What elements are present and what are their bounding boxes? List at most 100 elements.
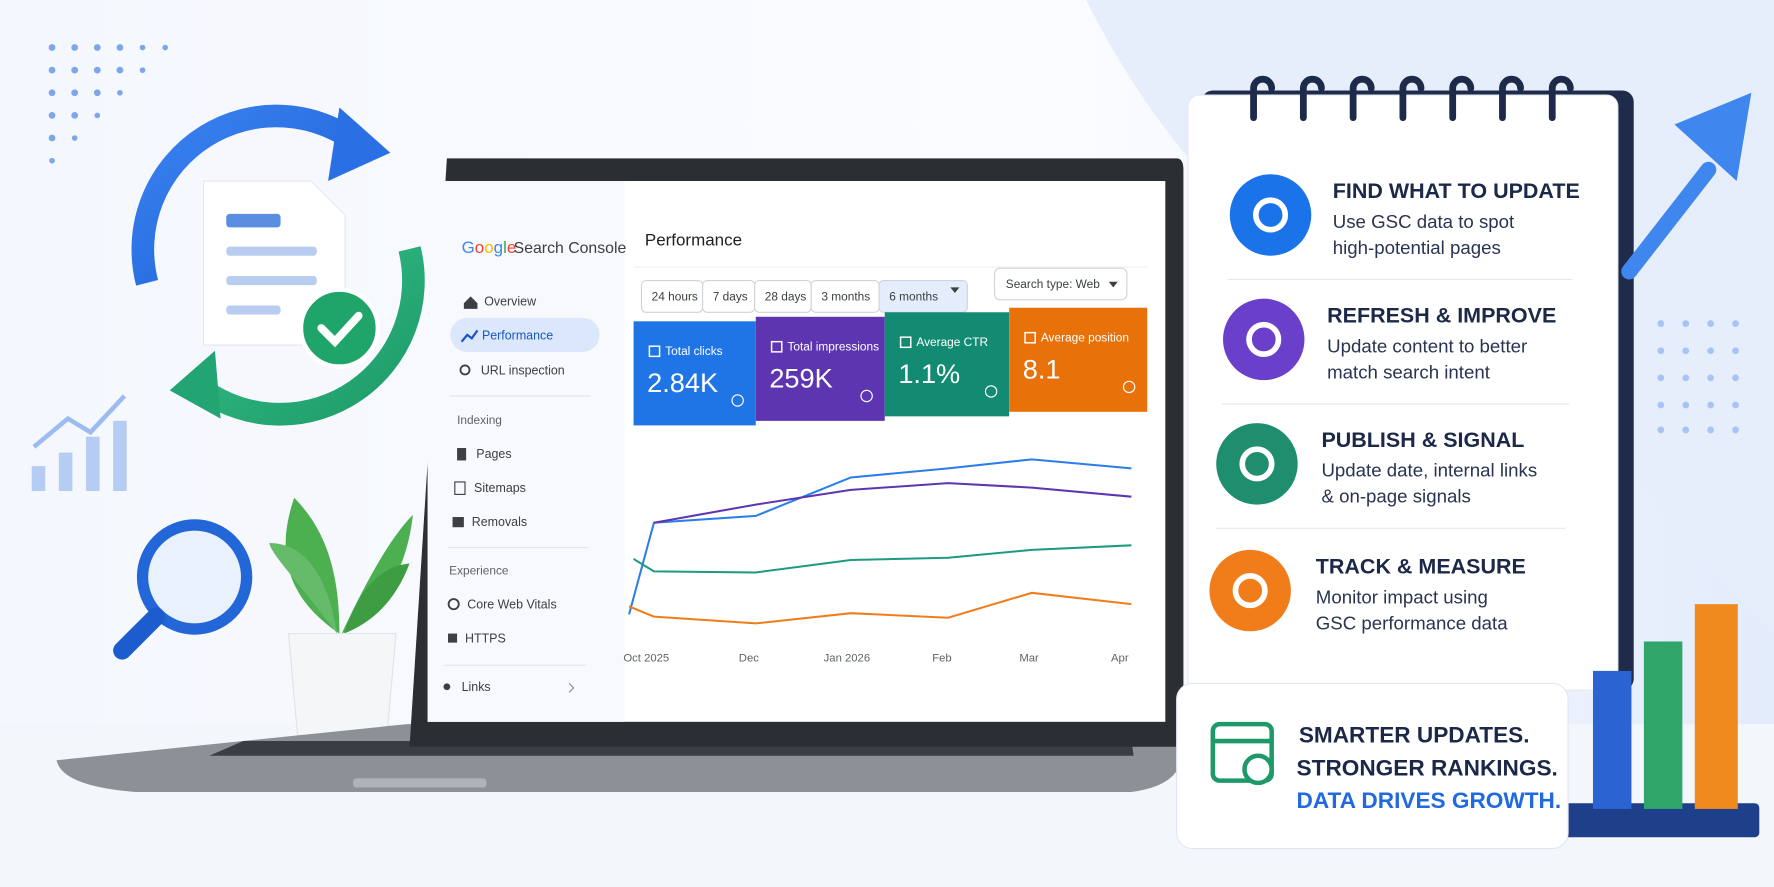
growth-arrow (1621, 161, 1717, 280)
metric-label: Total clicks (665, 344, 722, 358)
nav-item[interactable]: Performance (460, 328, 554, 343)
tagline: STRONGER RANKINGS. (1297, 755, 1558, 780)
step-icon (1216, 423, 1298, 505)
icon (447, 598, 460, 611)
trackpad-notch (352, 778, 487, 788)
decoration (162, 44, 169, 51)
section-title: Indexing (457, 413, 502, 427)
nav-item[interactable]: HTTPS (448, 632, 506, 646)
decoration (93, 66, 101, 74)
metric-value: 1.1% (898, 358, 960, 389)
product-name: Search Console (514, 240, 627, 257)
decoration (113, 420, 127, 492)
position-line (628, 591, 1132, 625)
date-range-button[interactable]: 3 months (810, 280, 880, 313)
icon (463, 296, 478, 309)
checkbox (899, 336, 912, 349)
deco-bar (1643, 641, 1683, 809)
help-icon (860, 389, 873, 403)
logo-letter: l (503, 238, 507, 257)
metric-card[interactable]: Total impressions 259K (755, 316, 885, 421)
metric-card[interactable]: Total clicks 2.84K (633, 321, 756, 426)
nav-item[interactable]: Links (443, 680, 575, 694)
date-range-button[interactable]: 7 days (702, 280, 756, 313)
step-text: Update date, internal links (1321, 460, 1537, 481)
magnifier (136, 519, 253, 635)
decoration (1657, 320, 1665, 327)
decoration (71, 44, 79, 51)
nav-label: Performance (482, 328, 553, 342)
button-label: 3 months (821, 290, 870, 304)
arrow-head (1674, 92, 1752, 182)
date-range-button[interactable]: 28 days (754, 280, 812, 313)
decoration (1299, 75, 1325, 122)
decoration (71, 66, 79, 74)
nav-label: Removals (472, 515, 527, 529)
step: PUBLISH & SIGNAL Update date, internal li… (1216, 423, 1566, 529)
nav-item[interactable]: Sitemaps (454, 481, 526, 495)
active-highlight (450, 317, 600, 352)
decoration (48, 66, 56, 74)
button-label: 7 days (713, 290, 748, 304)
decoration (58, 452, 73, 492)
step-text: Update content to better (1327, 335, 1527, 356)
x-axis-label: Feb (932, 652, 951, 664)
card-bg (755, 316, 885, 421)
date-range-button[interactable]: 24 hours (640, 280, 704, 313)
nav-label: Pages (476, 447, 511, 461)
tagline: SMARTER UPDATES. (1299, 722, 1530, 747)
decoration (116, 66, 124, 74)
nav-item[interactable]: Removals (452, 515, 528, 529)
decoration (1349, 75, 1375, 122)
decoration (93, 89, 101, 97)
decoration (94, 112, 101, 119)
nav-item[interactable]: Overview (463, 294, 537, 309)
checkbox (648, 345, 661, 358)
icon-glyph (1253, 197, 1289, 233)
card-bg (884, 312, 1010, 417)
check-badge (298, 287, 381, 369)
decoration (1732, 320, 1739, 327)
chevron (568, 682, 575, 693)
date-range-button[interactable]: 6 months (878, 280, 968, 313)
arrow-head (328, 107, 391, 182)
caret (950, 287, 960, 294)
decoration (1707, 401, 1715, 409)
decoration (1732, 374, 1739, 382)
check (317, 311, 363, 348)
nav-label: Sitemaps (474, 481, 526, 495)
search-type-dropdown[interactable]: Search type: Web (993, 267, 1128, 301)
spiral-rings (1250, 75, 1574, 122)
deco-bar (1694, 604, 1738, 809)
nav-label: Overview (484, 294, 537, 308)
magnifier-handle (113, 607, 166, 660)
icon (459, 364, 471, 376)
decoration (48, 89, 56, 97)
tagline: DATA DRIVES GROWTH. (1297, 788, 1562, 813)
metric-card[interactable]: Average position 8.1 (1009, 307, 1148, 412)
nav-item[interactable]: Pages (457, 447, 512, 461)
metric-card[interactable]: Average CTR 1.1% (884, 312, 1010, 417)
doc-line (226, 246, 317, 256)
decoration (1682, 320, 1690, 327)
step: REFRESH & IMPROVE Update content to bette… (1221, 298, 1570, 405)
decoration (48, 112, 56, 119)
decoration (1657, 347, 1665, 355)
x-axis-label: Dec (739, 652, 759, 664)
decoration (49, 157, 55, 164)
x-axis-label: Jan 2026 (824, 652, 870, 664)
nav-item[interactable]: URL inspection (459, 363, 565, 377)
section-title: Experience (449, 563, 509, 577)
doc-line (226, 213, 281, 228)
arrow-head (169, 350, 221, 419)
x-axis-label: Apr (1111, 652, 1129, 664)
nav-label: Links (462, 680, 491, 694)
decoration (1682, 374, 1690, 382)
help-icon (1122, 380, 1136, 394)
nav-item[interactable]: Core Web Vitals (447, 598, 557, 612)
date-range-group: 24 hours 7 days 28 days 3 months 6 months (640, 280, 968, 313)
doc-line (226, 305, 281, 315)
metric-value: 8.1 (1023, 353, 1061, 384)
step-title: REFRESH & IMPROVE (1327, 303, 1556, 327)
step-icon (1209, 549, 1291, 632)
